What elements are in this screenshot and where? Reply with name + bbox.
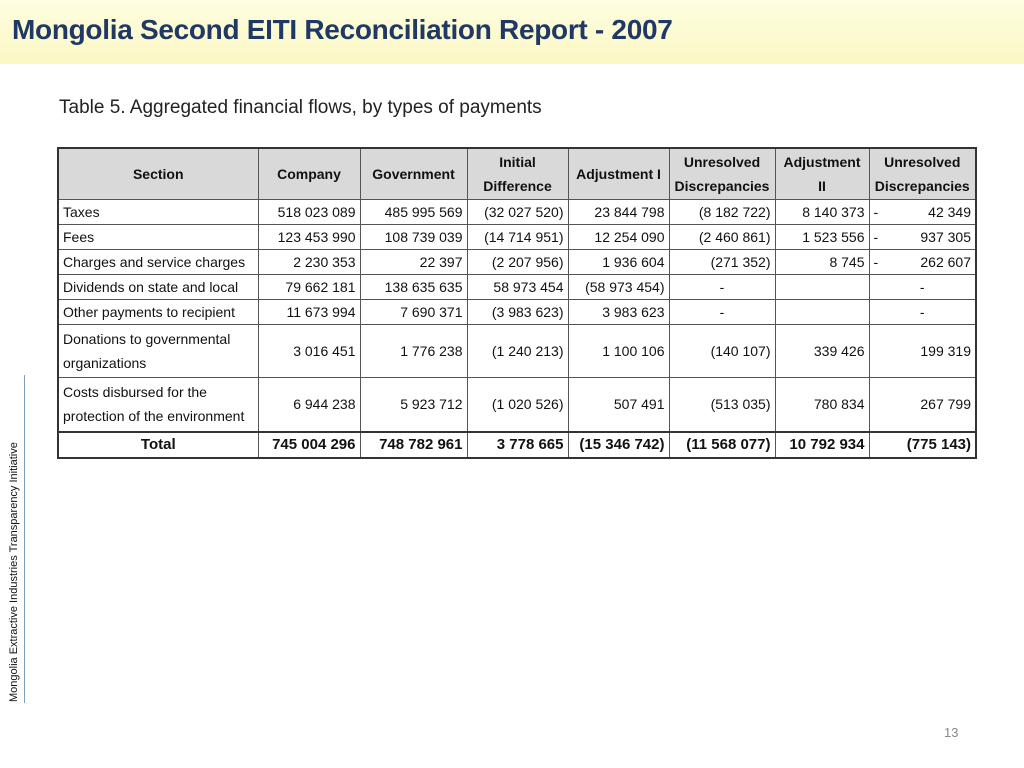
column-header: Government xyxy=(359,147,468,200)
cell: 507 491 xyxy=(567,377,670,432)
cell: (271 352) xyxy=(668,249,776,275)
cell: 23 844 798 xyxy=(567,199,670,225)
cell: (3 983 623) xyxy=(466,299,569,325)
cell: 11 673 994 xyxy=(257,299,361,325)
cell: 1 100 106 xyxy=(567,324,670,378)
side-line xyxy=(24,375,25,703)
cell: 2 230 353 xyxy=(257,249,361,275)
cell: 58 973 454 xyxy=(466,274,569,300)
cell-part: - xyxy=(873,254,879,270)
cell: 339 426 xyxy=(774,324,870,378)
table-row: Costs disbursed for the protection of th… xyxy=(57,377,977,432)
cell-split: - 42 349 xyxy=(873,201,972,224)
cell: - 42 349 xyxy=(868,199,977,225)
cell: 485 995 569 xyxy=(359,199,468,225)
cell: 1 936 604 xyxy=(567,249,670,275)
cell: (2 207 956) xyxy=(466,249,569,275)
table-row: Dividends on state and local 79 662 181 13… xyxy=(57,274,977,300)
cell: (2 460 861) xyxy=(668,224,776,250)
cell-split: - 262 607 xyxy=(873,251,972,274)
cell: 1 523 556 xyxy=(774,224,870,250)
cell: Costs disbursed for the protection of th… xyxy=(57,377,259,432)
cell-split: - 937 305 xyxy=(873,226,972,249)
title-bar xyxy=(0,0,1024,64)
cell: 138 635 635 xyxy=(359,274,468,300)
cell-part: 937 305 xyxy=(920,229,971,245)
cell: Total xyxy=(57,430,259,458)
cell: Fees xyxy=(57,224,259,250)
table-caption: Table 5. Aggregated financial flows, by … xyxy=(59,97,542,118)
column-header: Section xyxy=(57,147,259,200)
cell: Other payments to recipient xyxy=(57,299,259,325)
cell: 79 662 181 xyxy=(257,274,361,300)
cell: 1 776 238 xyxy=(359,324,468,378)
cell: Taxes xyxy=(57,199,259,225)
table-row: Other payments to recipient 11 673 994 7 6… xyxy=(57,299,977,325)
table-row: Charges and service charges 2 230 353 22 3… xyxy=(57,249,977,275)
side-text: Mongolia Extractive Industries Transpare… xyxy=(8,442,20,702)
cell: 108 739 039 xyxy=(359,224,468,250)
cell: - xyxy=(868,299,977,325)
cell: 518 023 089 xyxy=(257,199,361,225)
cell-part: 262 607 xyxy=(920,254,971,270)
cell: - 937 305 xyxy=(868,224,977,250)
cell: (1 020 526) xyxy=(466,377,569,432)
cell: (15 346 742) xyxy=(567,430,670,458)
cell: (8 182 722) xyxy=(668,199,776,225)
cell: 12 254 090 xyxy=(567,224,670,250)
cell: 22 397 xyxy=(359,249,468,275)
cell xyxy=(774,274,870,300)
cell-part: - xyxy=(873,229,879,245)
cell xyxy=(774,299,870,325)
cell: 748 782 961 xyxy=(359,430,468,458)
table-row: Donations to governmental organizations 3… xyxy=(57,324,977,378)
cell: 267 799 xyxy=(868,377,977,432)
cell: 780 834 xyxy=(774,377,870,432)
cell: 3 778 665 xyxy=(466,430,569,458)
cell: 745 004 296 xyxy=(257,430,361,458)
cell: 5 923 712 xyxy=(359,377,468,432)
cell: Charges and service charges xyxy=(57,249,259,275)
column-header: Adjustment I xyxy=(567,147,670,200)
table-row: Fees 123 453 990 108 739 039 (14 714 951) 12… xyxy=(57,224,977,250)
cell: - 262 607 xyxy=(868,249,977,275)
cell: 8 745 xyxy=(774,249,870,275)
column-header: Unresolved Discrepancies xyxy=(668,147,776,200)
cell: Dividends on state and local xyxy=(57,274,259,300)
table-row: Taxes 518 023 089 485 995 569 (32 027 520) 2… xyxy=(57,199,977,225)
cell: (14 714 951) xyxy=(466,224,569,250)
cell: - xyxy=(868,274,977,300)
cell: (11 568 077) xyxy=(668,430,776,458)
cell: - xyxy=(668,299,776,325)
cell: 7 690 371 xyxy=(359,299,468,325)
cell: (513 035) xyxy=(668,377,776,432)
cell: 8 140 373 xyxy=(774,199,870,225)
cell-part: - xyxy=(873,204,879,220)
column-header: Initial Difference xyxy=(466,147,569,200)
cell: (140 107) xyxy=(668,324,776,378)
data-table: Section Company Government Initial Differen… xyxy=(57,147,977,459)
cell: 199 319 xyxy=(868,324,977,378)
cell-part: 42 349 xyxy=(928,204,971,220)
cell: (32 027 520) xyxy=(466,199,569,225)
cell: (1 240 213) xyxy=(466,324,569,378)
header-row: Section Company Government Initial Differen… xyxy=(57,147,977,200)
cell: 3 016 451 xyxy=(257,324,361,378)
cell: 10 792 934 xyxy=(774,430,870,458)
cell: 6 944 238 xyxy=(257,377,361,432)
cell: Donations to governmental organizations xyxy=(57,324,259,378)
column-header: Unresolved Discrepancies xyxy=(868,147,977,200)
slide-title: Mongolia Second EITI Reconciliation Repo… xyxy=(12,14,673,45)
total-row: Total 745 004 296 748 782 961 3 778 665 (15 … xyxy=(57,430,977,458)
cell: (58 973 454) xyxy=(567,274,670,300)
cell: (775 143) xyxy=(868,430,977,458)
cell: 123 453 990 xyxy=(257,224,361,250)
page-number: 13 xyxy=(944,725,959,740)
column-header: Company xyxy=(257,147,361,200)
cell: 3 983 623 xyxy=(567,299,670,325)
column-header: Adjustment II xyxy=(774,147,870,200)
cell: - xyxy=(668,274,776,300)
